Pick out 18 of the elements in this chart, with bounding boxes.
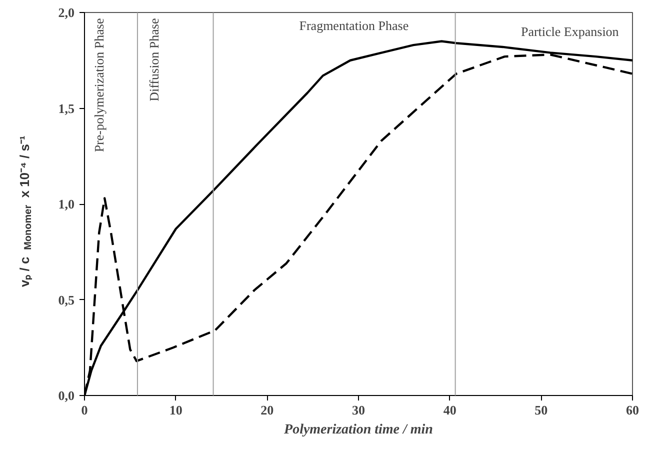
x-tick-label: 0 — [81, 402, 88, 418]
y-tick-label: 1,0 — [58, 196, 74, 212]
y-tick-label: 1,5 — [58, 100, 75, 116]
annotation: Particle Expansion — [520, 24, 620, 39]
x-tick-label: 10 — [169, 402, 182, 418]
x-tick-label: 20 — [260, 402, 274, 418]
x-axis-title: Polymerization time / min — [284, 422, 434, 438]
y-tick-label: 0,5 — [58, 292, 75, 308]
annotation: Pre-polymerization Phase — [92, 18, 107, 152]
x-tick-label: 30 — [352, 402, 365, 418]
annotation: Diffusion Phase — [146, 18, 162, 102]
annotation: Fragmentation Phase — [299, 18, 409, 34]
y-tick-label: 0,0 — [58, 388, 74, 403]
x-tick-label: 50 — [534, 402, 548, 418]
y-axis-title: vₚ / cMonomer x 10⁻⁴ / s⁻¹ — [17, 136, 34, 288]
y-tick-label: 2,0 — [58, 5, 74, 20]
x-tick-label: 40 — [443, 402, 456, 418]
x-tick-label: 60 — [626, 402, 639, 418]
